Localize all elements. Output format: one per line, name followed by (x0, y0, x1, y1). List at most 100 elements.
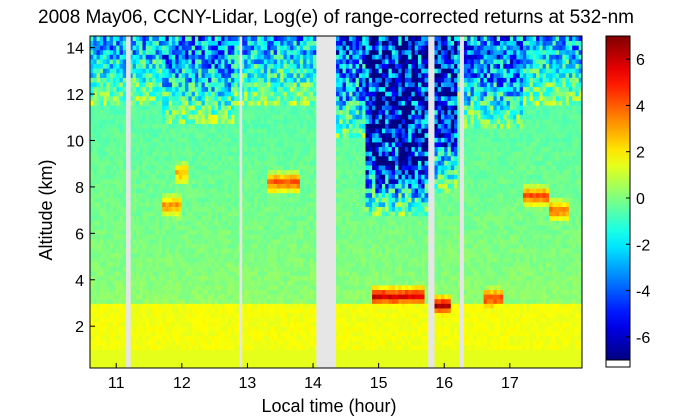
heatmap-cell (90, 354, 94, 360)
heatmap-cell (221, 266, 225, 272)
heatmap-cell (178, 238, 183, 244)
heatmap-cell (135, 72, 140, 78)
heatmap-cell (263, 266, 268, 272)
heatmap-cell (309, 335, 314, 341)
heatmap-cell (93, 349, 97, 355)
heatmap-cell (214, 354, 219, 360)
heatmap-cell (306, 100, 311, 106)
heatmap-cell (172, 243, 176, 249)
heatmap-cell (181, 119, 186, 125)
heatmap-cell (293, 95, 298, 101)
heatmap-cell (93, 197, 97, 203)
heatmap-cell (260, 151, 265, 157)
heatmap-cell (165, 312, 170, 318)
heatmap-cell (299, 77, 304, 83)
heatmap-cell (254, 234, 258, 240)
heatmap-cell (257, 238, 261, 244)
heatmap-cell (194, 72, 199, 78)
heatmap-cell (152, 308, 156, 314)
heatmap-cell (224, 160, 229, 166)
heatmap-cell (293, 248, 298, 254)
heatmap-cell (149, 363, 153, 369)
heatmap-cell (112, 266, 117, 272)
heatmap-cell (162, 174, 166, 180)
heatmap-cell (122, 91, 127, 97)
heatmap-cell (270, 142, 275, 148)
heatmap-cell (309, 146, 314, 152)
heatmap-cell (109, 59, 114, 65)
heatmap-cell (280, 344, 284, 350)
heatmap-cell (217, 340, 222, 346)
heatmap-cell (119, 238, 124, 244)
heatmap-cell (175, 349, 179, 355)
heatmap-cell (132, 335, 137, 341)
heatmap-cell (204, 91, 209, 97)
heatmap-cell (191, 275, 196, 281)
heatmap-cell (299, 326, 304, 332)
heatmap-cell (152, 169, 156, 175)
heatmap-cell (313, 63, 317, 69)
heatmap-cell (270, 165, 275, 171)
heatmap-cell (145, 142, 150, 148)
heatmap-cell (296, 82, 301, 88)
heatmap-cell (122, 211, 127, 217)
heatmap-cell (296, 109, 301, 115)
heatmap-cell (254, 183, 258, 189)
heatmap-cell (296, 363, 301, 369)
heatmap-cell (254, 280, 258, 286)
heatmap-cell (181, 289, 186, 295)
heatmap-cell (103, 178, 107, 184)
heatmap-cell (208, 238, 212, 244)
heatmap-cell (244, 45, 248, 51)
heatmap-cell (267, 68, 271, 74)
heatmap-cell (290, 63, 294, 69)
heatmap-cell (257, 183, 261, 189)
heatmap-cell (240, 49, 245, 55)
heatmap-cell (178, 220, 183, 226)
heatmap-cell (149, 142, 153, 148)
heatmap-cell (303, 146, 307, 152)
heatmap-cell (240, 202, 245, 208)
heatmap-cell (116, 358, 120, 364)
heatmap-cell (152, 165, 156, 171)
heatmap-cell (267, 331, 271, 337)
heatmap-cell (149, 349, 153, 355)
heatmap-cell (181, 77, 186, 83)
heatmap-cell (276, 252, 281, 258)
heatmap-cell (109, 215, 114, 221)
heatmap-cell (158, 294, 163, 300)
heatmap-cell (103, 188, 107, 194)
heatmap-cell (270, 155, 275, 161)
heatmap-cell (194, 128, 199, 134)
heatmap-cell (293, 335, 298, 341)
heatmap-cell (139, 59, 143, 65)
heatmap-cell (181, 169, 186, 175)
heatmap-cell (96, 49, 101, 55)
heatmap-cell (172, 252, 176, 258)
heatmap-cell (214, 45, 219, 51)
heatmap-cell (90, 220, 94, 226)
heatmap-cell (276, 363, 281, 369)
heatmap-cell (188, 36, 193, 42)
heatmap-cell (152, 321, 156, 327)
heatmap-cell (263, 335, 268, 341)
heatmap-cell (214, 109, 219, 115)
heatmap-cell (204, 275, 209, 281)
heatmap-cell (175, 119, 179, 125)
heatmap-cell (93, 206, 97, 212)
heatmap-cell (221, 312, 225, 318)
heatmap-cell (244, 326, 248, 332)
heatmap-cell (208, 215, 212, 221)
heatmap-cell (293, 206, 298, 212)
heatmap-cell (194, 225, 199, 231)
heatmap-cell (313, 335, 317, 341)
heatmap-cell (293, 354, 298, 360)
heatmap-cell (175, 234, 179, 240)
heatmap-cell (201, 119, 206, 125)
heatmap-cell (132, 321, 137, 327)
heatmap-cell (185, 225, 189, 231)
heatmap-cell (142, 358, 147, 364)
heatmap-cell (201, 142, 206, 148)
heatmap-cell (280, 105, 284, 111)
heatmap-cell (280, 109, 284, 115)
